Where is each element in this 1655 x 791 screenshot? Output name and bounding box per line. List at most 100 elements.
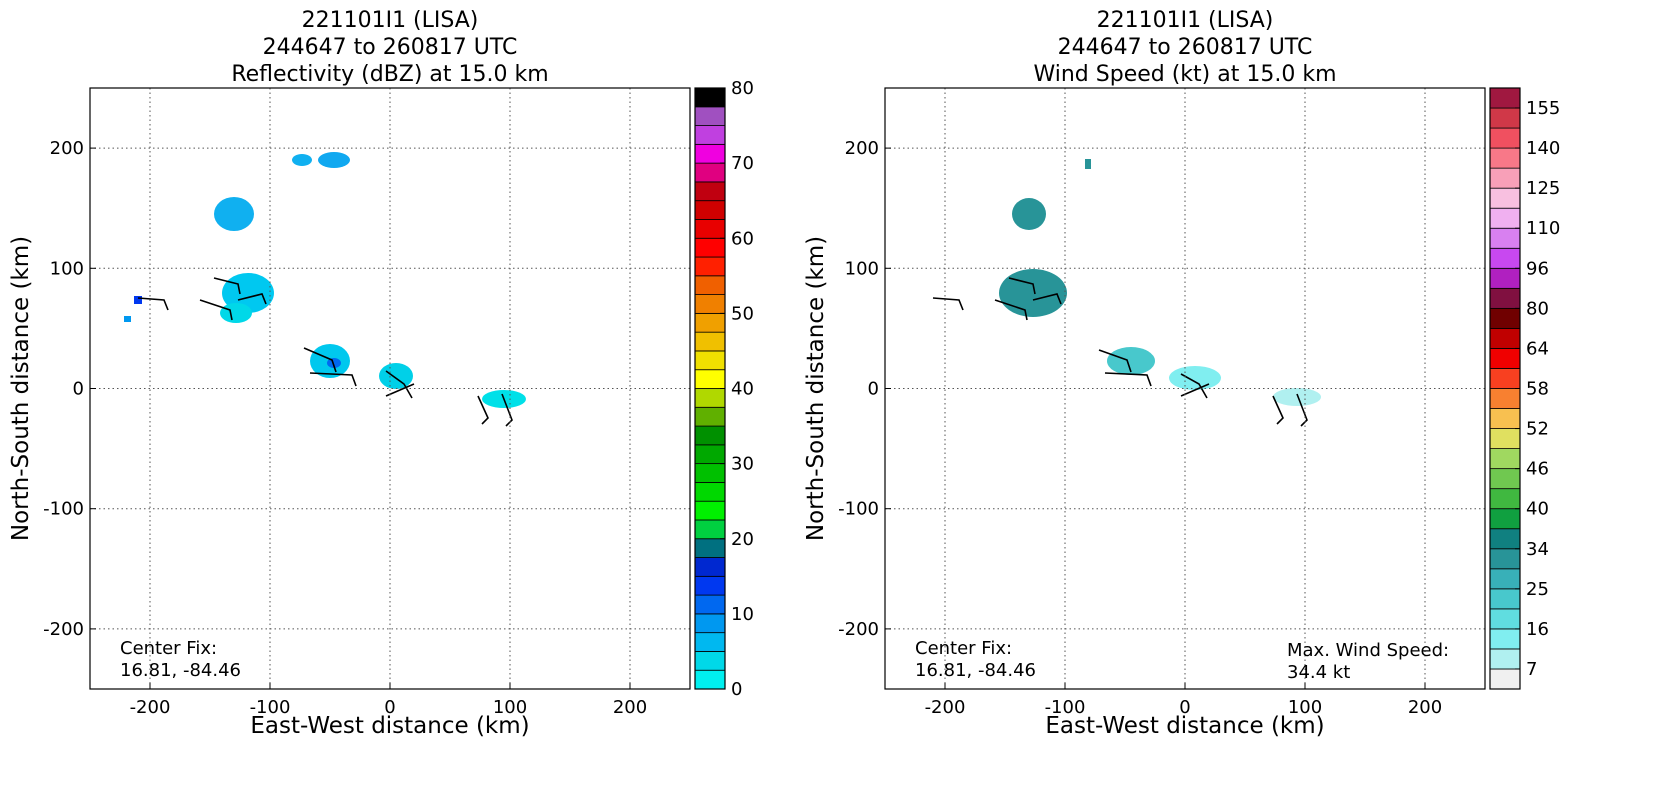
echo — [134, 296, 142, 304]
annotation: 16.81, -84.46 — [915, 660, 1036, 681]
colorbar-box — [694, 181, 726, 202]
colorbar-box — [1489, 107, 1521, 129]
colorbar-tick-label: 155 — [1526, 98, 1560, 119]
colorbar-box — [1489, 127, 1521, 149]
colorbar-box — [694, 538, 726, 558]
y-tick-label: 0 — [868, 379, 879, 400]
colorbar-box — [694, 256, 726, 277]
plot-frame — [89, 87, 691, 690]
chart-title: 221101I1 (LISA) — [302, 8, 479, 33]
colorbar-box — [1489, 588, 1521, 610]
colorbar-tick-label: 20 — [731, 529, 754, 550]
echo — [124, 316, 131, 322]
colorbar-tick-label: 25 — [1526, 579, 1549, 600]
colorbar-box — [694, 87, 726, 108]
y-tick-label: 0 — [73, 379, 84, 400]
y-tick-label: 100 — [845, 258, 879, 279]
colorbar-box — [1489, 227, 1521, 249]
colorbar-box — [1489, 368, 1521, 389]
colorbar-box — [1489, 668, 1521, 690]
colorbar-box — [694, 275, 726, 295]
colorbar-tick-label: 60 — [731, 228, 754, 249]
echo — [1169, 366, 1221, 390]
wind-barbs — [137, 277, 513, 427]
colorbar-box — [1489, 568, 1521, 590]
colorbar-box — [1489, 287, 1521, 309]
colorbar-tick-label: 64 — [1526, 338, 1549, 359]
colorbar-tick-label: 40 — [1526, 499, 1549, 520]
colorbar-box — [694, 594, 726, 615]
y-axis-label: North-South distance (km) — [8, 236, 34, 541]
colorbar-box — [694, 613, 726, 634]
y-axis-label: North-South distance (km) — [803, 236, 829, 541]
colorbar-box — [694, 482, 726, 502]
y-tick-label: 200 — [50, 138, 84, 159]
colorbar-box — [694, 425, 726, 446]
colorbar-box — [694, 200, 726, 220]
colorbar-tick-label: 70 — [731, 153, 754, 174]
colorbar-box — [1489, 648, 1521, 670]
colorbar-box — [694, 312, 726, 333]
colorbar-tick-label: 125 — [1526, 178, 1560, 199]
colorbar-box — [1489, 388, 1521, 409]
colorbar-box — [1489, 628, 1521, 650]
colorbar-box — [1489, 548, 1521, 570]
y-tick-label: -100 — [43, 499, 84, 520]
colorbar-box — [1489, 307, 1521, 329]
colorbar-box — [1489, 187, 1521, 209]
colorbar-tick-label: 96 — [1526, 258, 1549, 279]
colorbar-box — [1489, 428, 1521, 450]
colorbar-box — [694, 106, 726, 126]
colorbar-box — [1489, 147, 1521, 169]
colorbar-box — [694, 388, 726, 408]
echo — [1012, 198, 1046, 230]
colorbar-box — [694, 162, 726, 183]
chart-title: Wind Speed (kt) at 15.0 km — [1033, 62, 1336, 87]
colorbar-tick-label: 34 — [1526, 539, 1549, 560]
x-tick-label: 200 — [1408, 697, 1442, 718]
echo — [1085, 159, 1091, 169]
colorbar-box — [1489, 247, 1521, 269]
colorbar-box — [694, 444, 726, 465]
colorbar-box — [1489, 408, 1521, 429]
colorbar-tick-label: 50 — [731, 303, 754, 324]
colorbar-tick-label: 46 — [1526, 459, 1549, 480]
colorbar-box — [1489, 267, 1521, 289]
plot-frame — [884, 87, 1486, 690]
echo — [292, 154, 312, 166]
echo — [1107, 347, 1155, 375]
echo — [318, 152, 350, 168]
colorbar-box — [1489, 348, 1521, 369]
colorbar-tick-label: 110 — [1526, 218, 1560, 239]
colorbar-box — [694, 219, 726, 239]
colorbar-tick-label: 80 — [731, 78, 754, 99]
y-tick-label: -200 — [838, 619, 879, 640]
colorbar-tick-label: 58 — [1526, 379, 1549, 400]
colorbar-box — [1489, 448, 1521, 470]
colorbar-box — [694, 331, 726, 352]
colorbar-box — [1489, 207, 1521, 229]
colorbar-tick-label: 52 — [1526, 419, 1549, 440]
colorbar-box — [694, 294, 726, 314]
chart-title: 244647 to 260817 UTC — [263, 35, 518, 60]
y-tick-label: 200 — [845, 138, 879, 159]
colorbar-box — [694, 669, 726, 690]
y-tick-label: -200 — [43, 619, 84, 640]
colorbar-box — [694, 632, 726, 652]
colorbar-box — [694, 237, 726, 258]
colorbar-box — [694, 369, 726, 389]
annotation: 16.81, -84.46 — [120, 660, 241, 681]
annotation: Center Fix: — [120, 638, 217, 659]
x-tick-label: 200 — [613, 697, 647, 718]
echo — [999, 269, 1067, 317]
colorbar-box — [694, 500, 726, 521]
x-tick-label: -100 — [250, 697, 291, 718]
colorbar-tick-label: 7 — [1526, 659, 1537, 680]
x-axis-label: East-West distance (km) — [250, 713, 529, 739]
echo-layer-right — [932, 159, 1321, 427]
annotation: Max. Wind Speed: — [1287, 640, 1449, 661]
colorbar-box — [694, 575, 726, 596]
echo-layer-left — [124, 152, 526, 427]
echo — [327, 358, 341, 368]
